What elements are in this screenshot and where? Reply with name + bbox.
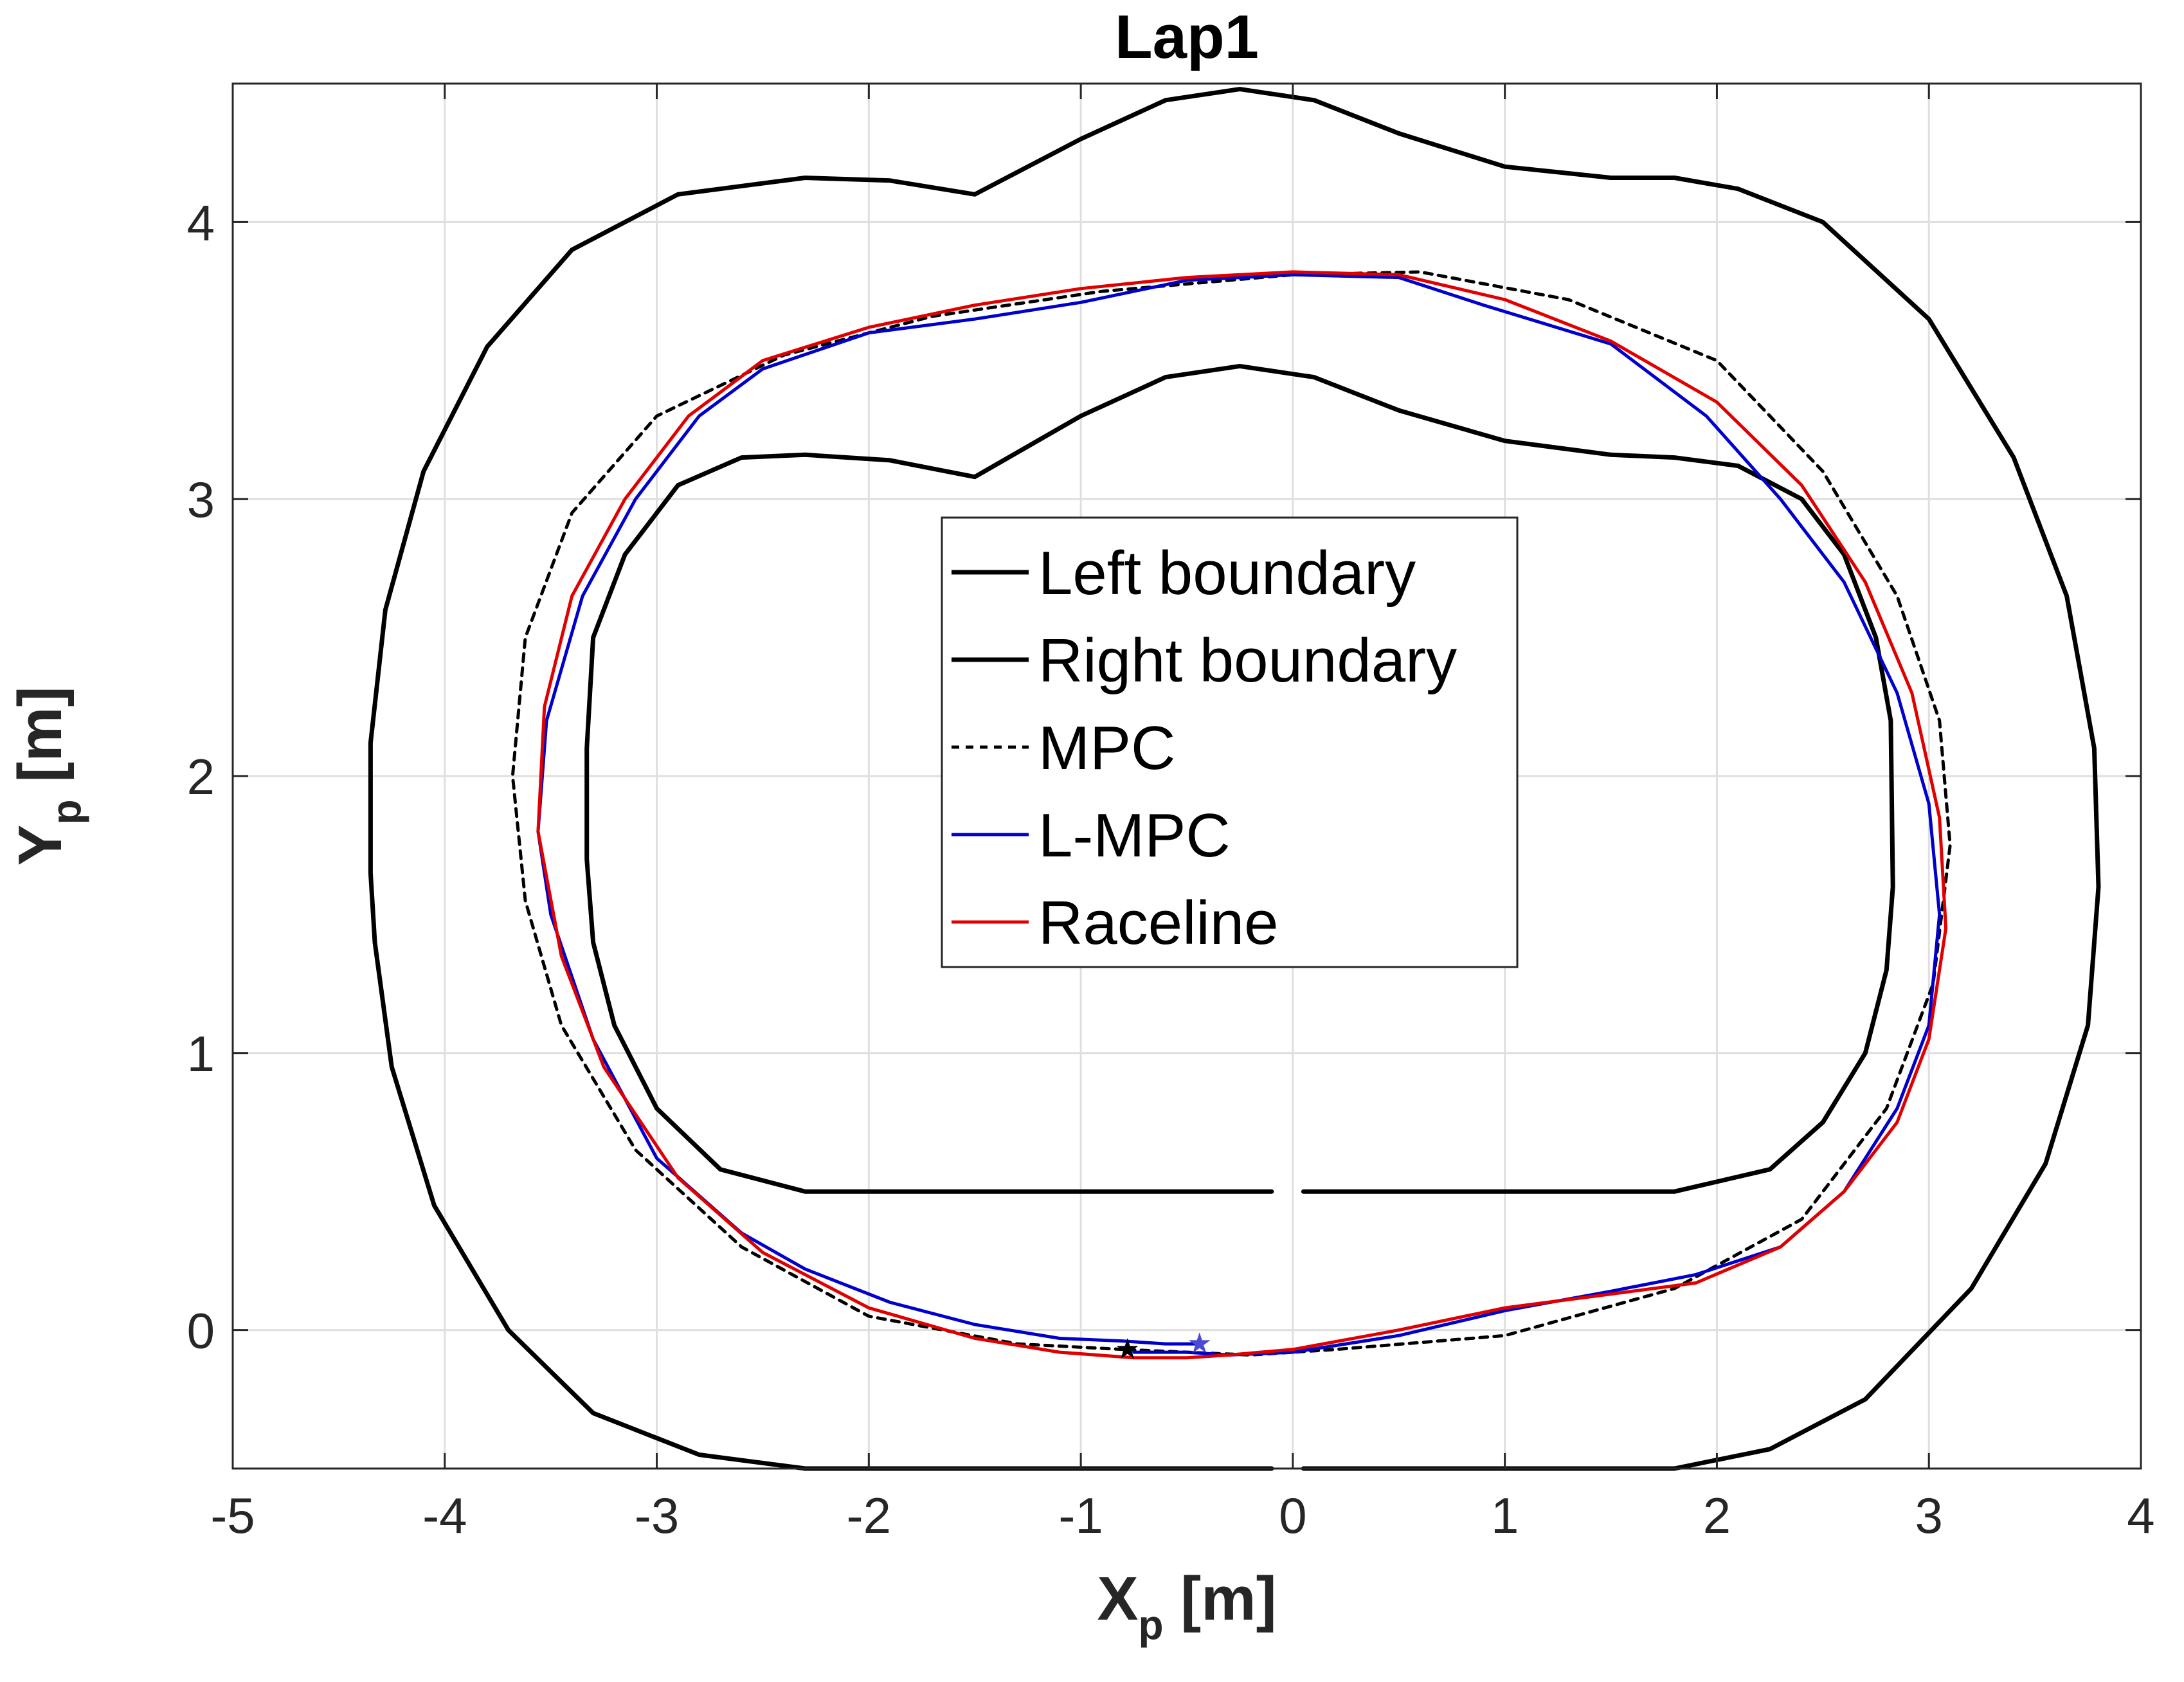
x-tick-label: 2 [1703, 1487, 1731, 1544]
y-tick-label: 3 [187, 471, 215, 528]
legend-label: MPC [1038, 714, 1175, 782]
x-tick-label: 1 [1491, 1487, 1519, 1544]
x-tick-label: -4 [422, 1487, 467, 1544]
x-axis-label-main: X [1097, 1564, 1138, 1633]
legend: Left boundary Right boundary MPC L-MPC Racel… [941, 516, 1519, 968]
legend-label: Raceline [1038, 889, 1279, 957]
y-tick-label: 1 [187, 1026, 215, 1082]
x-axis-label-unit: [m] [1164, 1564, 1277, 1633]
legend-item-l-mpc: L-MPC [952, 801, 1231, 870]
series-raceline [536, 270, 1948, 1360]
y-axis-label: Yp [m] [6, 686, 89, 865]
x-tick-label: 3 [1915, 1487, 1943, 1544]
series-left-boundary [584, 363, 1895, 1194]
plot-markers: ★ ★ [1115, 1328, 1213, 1365]
y-tick-label: 4 [187, 194, 215, 251]
x-axis-label: Xp [m] [1097, 1564, 1276, 1648]
mpc-start-star: ★ [1115, 1334, 1140, 1365]
legend-label: L-MPC [1038, 801, 1231, 870]
series-right-boundary [368, 87, 2101, 1471]
x-tick-label: -1 [1058, 1487, 1103, 1544]
legend-item-mpc: MPC [952, 714, 1175, 782]
y-axis-label-main: Y [6, 825, 75, 866]
x-tick-label: -3 [635, 1487, 679, 1544]
x-tick-label: 4 [2127, 1487, 2154, 1544]
y-axis-label-sub: p [43, 799, 89, 824]
y-tick-label: 0 [187, 1303, 215, 1359]
y-tick-label: 2 [187, 748, 215, 805]
legend-item-left-boundary: Left boundary [952, 539, 1416, 608]
legend-label: Left boundary [1038, 539, 1416, 608]
lmpc-start-star: ★ [1187, 1328, 1212, 1359]
legend-box [941, 516, 1519, 968]
x-axis-label-sub: p [1138, 1602, 1163, 1648]
chart-title: Lap1 [1115, 3, 1259, 71]
legend-item-right-boundary: Right boundary [952, 626, 1457, 695]
x-tick-label: 0 [1279, 1487, 1306, 1544]
axis-ticks: -5 -4 -3 -2 -1 0 1 2 3 4 0 1 2 3 4 [187, 84, 2155, 1544]
x-tick-label: -5 [210, 1487, 255, 1544]
legend-item-raceline: Raceline [952, 889, 1279, 957]
y-axis-label-unit: [m] [6, 686, 75, 799]
legend-items: Left boundary Right boundary MPC L-MPC Racel… [952, 539, 1457, 957]
x-tick-label: -2 [847, 1487, 891, 1544]
plot-series [368, 87, 2101, 1471]
legend-label: Right boundary [1038, 626, 1457, 695]
